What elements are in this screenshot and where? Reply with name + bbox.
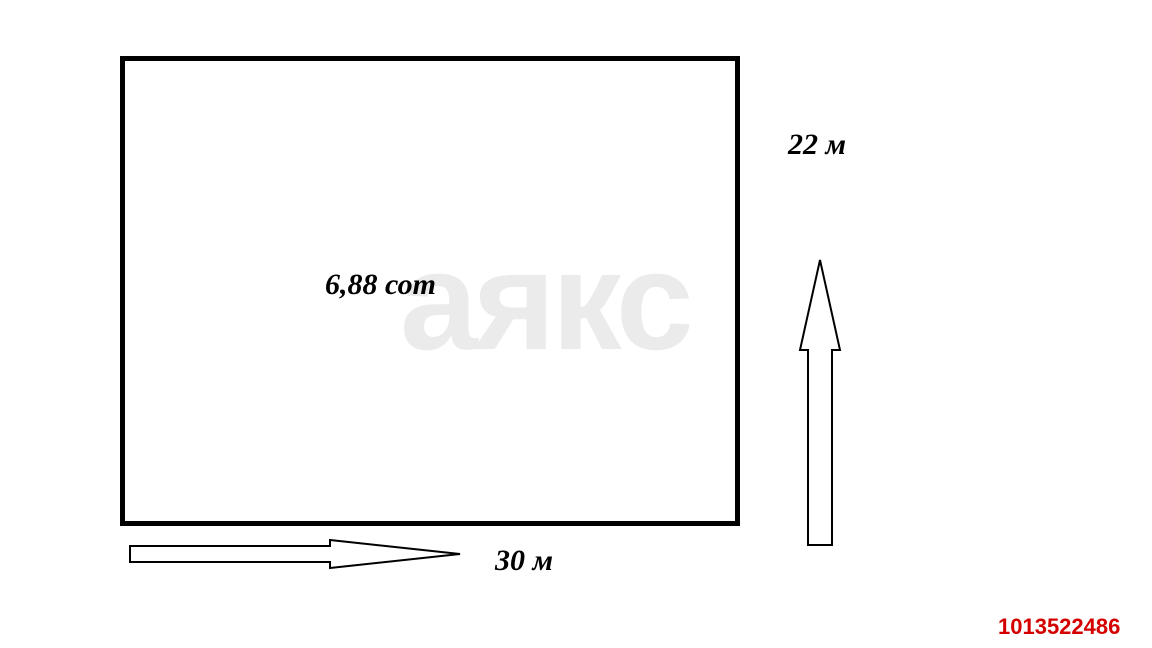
height-dimension-label: 22 м (788, 128, 846, 162)
diagram-canvas: аякс 6,88 сот 22 м 30 м 1013522486 (0, 0, 1152, 648)
vertical-arrow-icon (800, 260, 840, 545)
listing-id: 1013522486 (998, 614, 1120, 640)
area-label: 6,88 сот (325, 268, 436, 302)
horizontal-arrow-icon (130, 540, 460, 568)
width-dimension-label: 30 м (495, 544, 553, 578)
